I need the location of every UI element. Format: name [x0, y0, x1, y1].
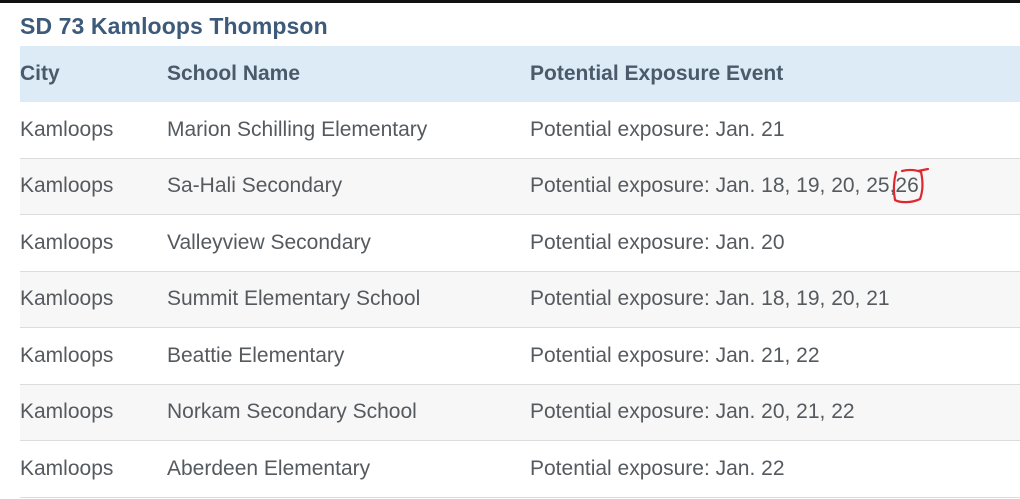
exposure-event-cell: Potential exposure: Jan. 22 [530, 456, 785, 480]
exposure-event-cell: Potential exposure: Jan. 20 [530, 230, 785, 254]
city-cell: Kamloops [20, 343, 114, 367]
table-row: Kamloops Summit Elementary School Potent… [20, 271, 1020, 328]
table-row: Kamloops Valleyview Secondary Potential … [20, 215, 1020, 272]
exposure-event-text: Potential exposure: Jan. 18, 19, 20, 25, [530, 174, 896, 198]
column-header-city[interactable]: City [20, 62, 60, 85]
page-title: SD 73 Kamloops Thompson [20, 13, 328, 39]
table-row: Kamloops Beattie Elementary Potential ex… [20, 328, 1020, 385]
table-row: Kamloops Norkam Secondary School Potenti… [20, 384, 1020, 441]
city-cell: Kamloops [20, 456, 114, 480]
table-header-row: City School Name Potential Exposure Even… [20, 46, 1020, 102]
city-cell: Kamloops [20, 230, 114, 254]
table-row: Kamloops Aberdeen Elementary Potential e… [20, 441, 1020, 498]
column-header-school-name[interactable]: School Name [167, 62, 301, 85]
exposure-event-cell: Potential exposure: Jan. 20, 21, 22 [530, 400, 855, 424]
exposure-event-cell: Potential exposure: Jan. 18, 19, 20, 21 [530, 287, 890, 311]
city-cell: Kamloops [20, 400, 114, 424]
table-row: Kamloops Marion Schilling Elementary Pot… [20, 102, 1020, 159]
school-name-cell: Summit Elementary School [167, 287, 421, 311]
exposure-event-cell: Potential exposure: Jan. 21, 22 [530, 343, 820, 367]
column-header-exposure-event[interactable]: Potential Exposure Event [530, 62, 784, 85]
exposure-table: City School Name Potential Exposure Even… [20, 46, 1020, 498]
exposure-event-cell: Potential exposure: Jan. 18, 19, 20, 25,… [530, 159, 930, 215]
annotated-date: 26 [893, 168, 930, 204]
city-cell: Kamloops [20, 174, 114, 198]
school-name-cell: Sa-Hali Secondary [167, 174, 343, 198]
city-cell: Kamloops [20, 117, 114, 141]
school-name-cell: Beattie Elementary [167, 343, 345, 367]
school-name-cell: Valleyview Secondary [167, 230, 371, 254]
school-name-cell: Aberdeen Elementary [167, 456, 371, 480]
exposure-event-cell: Potential exposure: Jan. 21 [530, 117, 785, 141]
school-name-cell: Marion Schilling Elementary [167, 117, 428, 141]
city-cell: Kamloops [20, 287, 114, 311]
table-row: Kamloops Sa-Hali Secondary Potential exp… [20, 158, 1020, 215]
school-name-cell: Norkam Secondary School [167, 400, 417, 424]
annotated-date-text: 26 [895, 174, 919, 198]
